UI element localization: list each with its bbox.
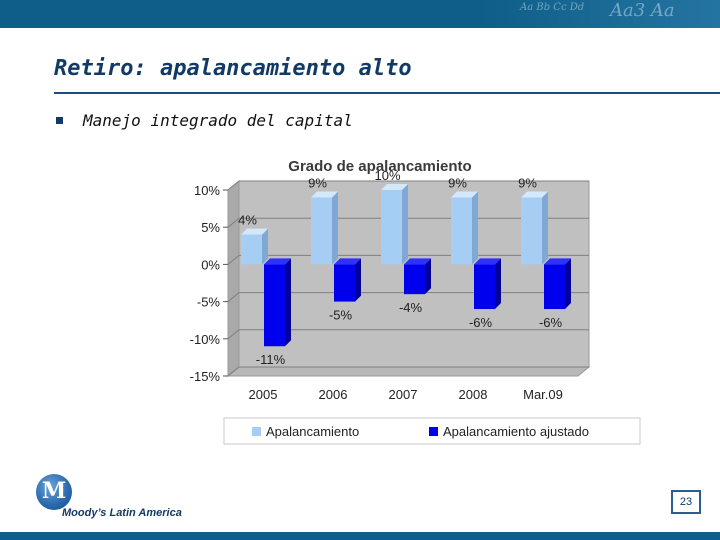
bar-apalancamiento-ajustado-top [544, 258, 571, 265]
data-label-apalancamiento-ajustado: -6% [469, 315, 493, 330]
chart-title: Grado de apalancamiento [288, 158, 471, 175]
gridline-diagonal [227, 217, 240, 228]
header-decoration [480, 0, 720, 28]
page-number: 23 [671, 490, 701, 514]
logo-letter: M [41, 478, 67, 504]
x-tick-label: 2006 [319, 387, 348, 402]
data-label-apalancamiento-ajustado: -11% [256, 352, 286, 367]
bar-apalancamiento-ajustado-side [495, 258, 501, 310]
legend-label-apalancamiento: Apalancamiento [266, 424, 359, 439]
x-tick-label: 2005 [249, 387, 278, 402]
bar-apalancamiento-ajustado-top [474, 258, 501, 265]
bar-apalancamiento-top [311, 191, 338, 198]
legend-swatch-apalancamiento-ajustado [429, 427, 438, 436]
x-tick-label: 2008 [459, 387, 488, 402]
y-tick-label: 5% [201, 220, 220, 235]
bar-apalancamiento [451, 197, 472, 265]
x-tick-label: 2007 [389, 387, 418, 402]
data-label-apalancamiento-ajustado: -4% [399, 300, 423, 315]
bar-apalancamiento-side [472, 191, 478, 265]
bar-apalancamiento-side [332, 191, 338, 265]
data-label-apalancamiento-ajustado: -5% [329, 308, 353, 323]
gridline-diagonal [227, 366, 240, 377]
bar-apalancamiento-top [381, 184, 408, 190]
gridline-diagonal [227, 292, 240, 302]
bar-apalancamiento-ajustado [474, 264, 495, 310]
bar-apalancamiento-ajustado [264, 264, 285, 347]
bar-apalancamiento [381, 190, 402, 265]
bar-apalancamiento-ajustado [544, 264, 565, 310]
header-band: Aa Bb Cc Dd Aa3 Aa [0, 0, 720, 28]
gridline-diagonal [227, 329, 240, 340]
bar-apalancamiento-top [241, 228, 268, 235]
bar-apalancamiento-ajustado-side [565, 258, 571, 310]
y-tick-label: 10% [194, 183, 220, 198]
y-tick-label: 0% [201, 257, 220, 272]
data-label-apalancamiento: 9% [518, 175, 537, 190]
data-label-apalancamiento-ajustado: -6% [539, 315, 563, 330]
plot-side-wall [227, 179, 240, 378]
bar-apalancamiento-ajustado-side [355, 258, 361, 302]
bar-apalancamiento-side [262, 228, 268, 265]
bar-apalancamiento-side [542, 191, 548, 265]
data-label-apalancamiento: 4% [238, 213, 257, 228]
data-label-apalancamiento: 10% [374, 168, 400, 183]
plot-floor [226, 366, 591, 377]
bar-apalancamiento-top [451, 191, 478, 198]
bar-apalancamiento [521, 197, 542, 265]
moodys-logo-icon: M [36, 474, 72, 510]
gridline-diagonal [227, 255, 240, 265]
title-divider [54, 92, 720, 94]
bullet-text: Manejo integrado del capital [83, 111, 353, 130]
y-tick-label: -5% [197, 295, 221, 310]
bar-apalancamiento-ajustado-side [285, 258, 291, 347]
bar-apalancamiento-ajustado-top [334, 258, 361, 265]
header-watermark-large: Aa3 Aa [610, 0, 675, 21]
bar-apalancamiento-side [402, 184, 408, 265]
header-watermark: Aa Bb Cc Dd [520, 2, 585, 13]
gridline-diagonal [227, 180, 240, 191]
bar-apalancamiento-ajustado [404, 264, 425, 295]
bar-apalancamiento [311, 197, 332, 265]
slide-title: Retiro: apalancamiento alto [54, 56, 412, 81]
legend-swatch-apalancamiento [252, 427, 261, 436]
legend-label-apalancamiento-ajustado: Apalancamiento ajustado [443, 424, 589, 439]
bar-apalancamiento-ajustado [334, 264, 355, 302]
data-label-apalancamiento: 9% [448, 175, 467, 190]
footer-band [0, 532, 720, 540]
x-tick-label: Mar.09 [523, 387, 563, 402]
data-label-apalancamiento: 9% [308, 175, 327, 190]
bullet-marker [56, 117, 63, 124]
bar-apalancamiento-top [521, 191, 548, 198]
company-name: Moody’s Latin America [62, 507, 182, 519]
bar-apalancamiento-ajustado-side [425, 258, 431, 295]
y-tick-label: -10% [190, 332, 221, 347]
bar-apalancamiento-ajustado-top [264, 258, 291, 265]
leverage-chart: 10% 5% 0% -5% -10% -15% Grado de apalancamient… [190, 158, 641, 445]
bar-apalancamiento [241, 234, 262, 265]
bar-apalancamiento-ajustado-top [404, 258, 431, 265]
y-tick-label: -15% [190, 369, 221, 384]
